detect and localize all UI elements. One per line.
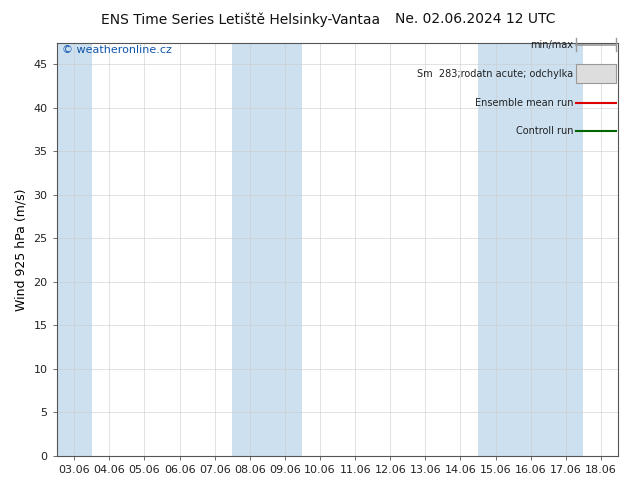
Text: Ne. 02.06.2024 12 UTC: Ne. 02.06.2024 12 UTC [395, 12, 556, 26]
Y-axis label: Wind 925 hPa (m/s): Wind 925 hPa (m/s) [15, 188, 28, 311]
Bar [478, 43, 513, 456]
Bar [56, 43, 92, 456]
Bar [232, 43, 268, 456]
Text: © weatheronline.cz: © weatheronline.cz [62, 45, 172, 55]
Text: Ensemble mean run: Ensemble mean run [475, 98, 574, 107]
Text: Controll run: Controll run [516, 126, 574, 137]
Text: min/max: min/max [531, 40, 574, 49]
Text: ENS Time Series Letiště Helsinky-Vantaa: ENS Time Series Letiště Helsinky-Vantaa [101, 12, 380, 27]
Bar [576, 64, 616, 83]
Bar [268, 43, 302, 456]
Text: Sm  283;rodatn acute; odchylka: Sm 283;rodatn acute; odchylka [417, 69, 574, 78]
Bar [513, 43, 548, 456]
Bar [548, 43, 583, 456]
